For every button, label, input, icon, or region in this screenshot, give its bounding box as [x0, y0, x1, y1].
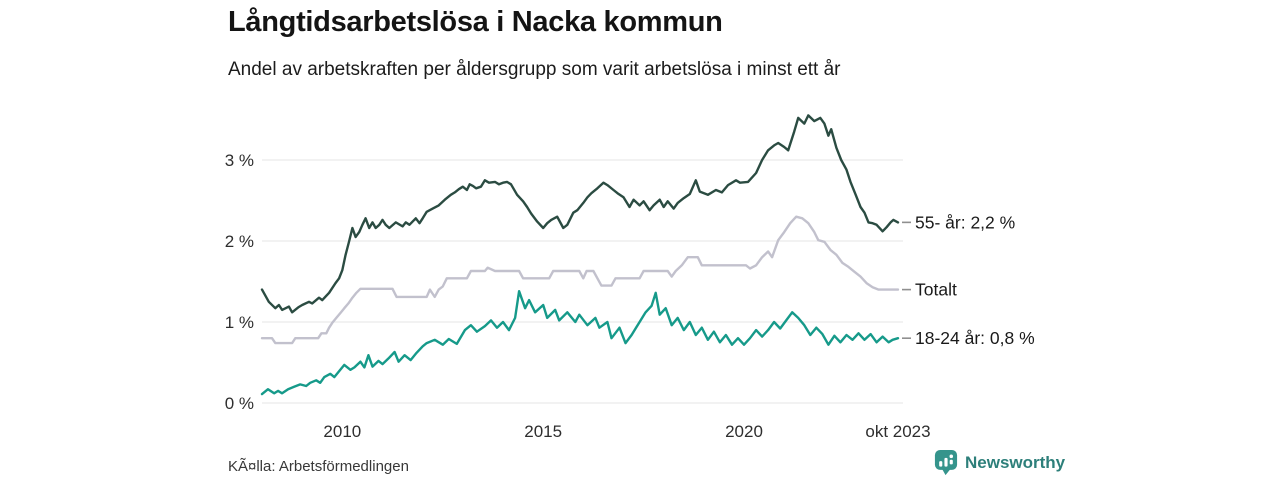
x-tick-label: 2015: [524, 422, 562, 441]
legend-label-18-24-ar: 18-24 år: 0,8 %: [915, 328, 1035, 348]
brand-logo: Newsworthy: [934, 449, 1065, 476]
legend-label-totalt: Totalt: [915, 280, 957, 300]
x-tick-label: 2020: [725, 422, 763, 441]
chart-subtitle: Andel av arbetskraften per åldersgrupp s…: [228, 59, 841, 80]
brand-name: Newsworthy: [965, 452, 1066, 472]
y-tick-label: 1 %: [225, 313, 254, 332]
source-note: KÃ¤lla: Arbetsförmedlingen: [228, 458, 409, 475]
series-line-totalt: [260, 215, 900, 345]
y-tick-label: 0 %: [225, 394, 254, 413]
chart-title: Långtidsarbetslösa i Nacka kommun: [228, 6, 723, 38]
x-tick-label: 2010: [323, 422, 361, 441]
series-line-18-24-ar: [260, 290, 900, 396]
x-tick-label: okt 2023: [865, 422, 930, 441]
y-tick-label: 3 %: [225, 151, 254, 170]
series-line-55-ar: [260, 114, 900, 314]
legend-label-55-ar: 55- år: 2,2 %: [915, 212, 1015, 232]
newsworthy-icon: [934, 449, 958, 476]
y-tick-label: 2 %: [225, 232, 254, 251]
